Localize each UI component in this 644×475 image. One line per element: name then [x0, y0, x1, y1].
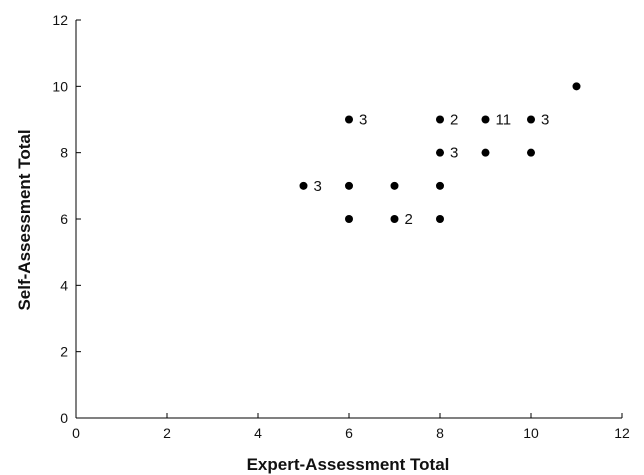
data-point	[436, 215, 444, 223]
y-tick-label: 12	[52, 12, 68, 28]
data-point	[481, 115, 490, 124]
data-points	[299, 82, 581, 223]
y-axis-title: Self-Assessment Total	[15, 129, 34, 310]
y-tick-label: 6	[60, 211, 68, 227]
y-tick-label: 2	[60, 344, 68, 360]
data-point	[345, 181, 353, 190]
point-labels: 3 3 2 2 3 11 3	[314, 112, 550, 229]
point-count-label: 3	[314, 178, 322, 195]
point-count-label: 11	[496, 112, 512, 129]
data-point	[299, 181, 308, 190]
data-point	[345, 115, 353, 124]
x-tick-label: 8	[436, 425, 444, 441]
data-point	[390, 215, 399, 223]
ticks: 0 2 4 6 8 10 12 0 2 4 6 8 10 12	[52, 12, 630, 441]
data-point	[481, 148, 490, 157]
data-point	[527, 148, 535, 157]
data-point	[436, 181, 444, 190]
data-point	[390, 181, 399, 190]
x-tick-label: 4	[254, 425, 262, 441]
x-axis-title: Expert-Assessment Total	[247, 455, 450, 474]
x-tick-label: 0	[72, 425, 80, 441]
data-point	[436, 115, 444, 124]
x-tick-label: 12	[614, 425, 630, 441]
y-tick-label: 4	[60, 277, 68, 293]
point-count-label: 3	[359, 112, 367, 129]
y-tick-label: 0	[60, 410, 68, 426]
data-point	[345, 215, 353, 223]
point-count-label: 3	[541, 112, 549, 129]
x-tick-label: 2	[163, 425, 171, 441]
x-tick-label: 10	[523, 425, 539, 441]
point-count-label: 2	[450, 112, 458, 129]
x-tick-label: 6	[345, 425, 353, 441]
data-point	[527, 115, 535, 124]
point-count-label: 3	[450, 145, 458, 162]
data-point	[572, 82, 581, 91]
data-point	[436, 148, 444, 157]
point-count-label: 2	[405, 211, 413, 228]
y-tick-label: 8	[60, 145, 68, 161]
y-tick-label: 10	[52, 78, 68, 94]
